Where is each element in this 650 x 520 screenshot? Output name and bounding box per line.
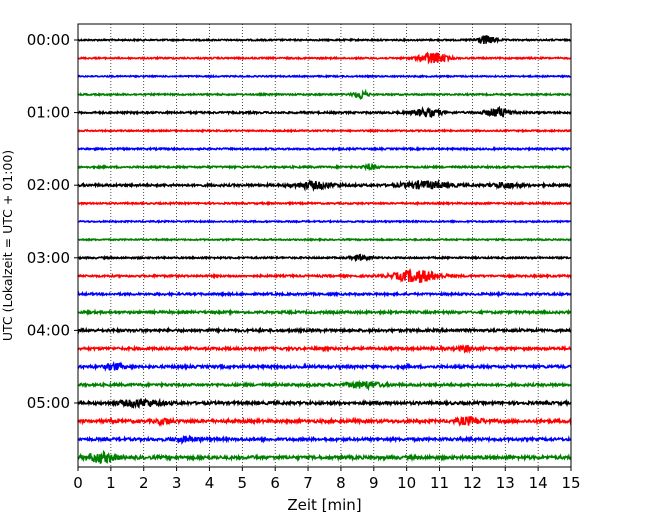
y-axis-label: UTC (Lokalzeit = UTC + 01:00) — [0, 150, 15, 341]
x-tick-label: 13 — [496, 474, 515, 492]
trace-line-0500 — [77, 397, 572, 410]
trace-line-0515 — [77, 415, 572, 428]
x-tick-label: 3 — [172, 474, 182, 492]
trace-line-0215 — [77, 200, 572, 207]
trace-line-0300 — [77, 253, 572, 262]
trace-line-0245 — [77, 237, 572, 243]
trace-line-0400 — [77, 326, 572, 335]
x-axis-ticks: 0 1 2 3 4 5 6 7 8 9 10 11 12 13 14 15 — [73, 467, 581, 492]
x-tick-label: 15 — [561, 474, 580, 492]
x-axis-label: Zeit [min] — [287, 496, 361, 514]
x-tick-label: 11 — [430, 474, 449, 492]
trace-line-0130 — [77, 145, 572, 152]
trace-line-0100 — [77, 105, 572, 118]
trace-line-0330 — [77, 290, 572, 298]
x-tick-label: 7 — [303, 474, 313, 492]
trace-line-0345 — [77, 308, 572, 317]
x-tick-label: 4 — [205, 474, 215, 492]
trace-line-0015 — [77, 51, 572, 65]
y-tick-label: 00:00 — [27, 31, 70, 49]
x-tick-label: 6 — [270, 474, 280, 492]
x-tick-label: 12 — [463, 474, 482, 492]
trace-line-0415 — [77, 344, 572, 354]
trace-line-0315 — [77, 268, 572, 283]
x-tick-label: 14 — [529, 474, 548, 492]
x-tick-label: 5 — [238, 474, 248, 492]
x-tick-label: 2 — [139, 474, 149, 492]
trace-line-0000 — [77, 35, 572, 45]
trace-line-0445 — [77, 379, 572, 392]
trace-group — [77, 35, 572, 465]
trace-line-0030 — [77, 73, 572, 79]
y-axis-ticks: 00:00 01:00 02:00 03:00 04:00 05:00 — [27, 31, 78, 412]
y-tick-label: 03:00 — [27, 249, 70, 267]
trace-line-0230 — [77, 218, 572, 224]
trace-line-0115 — [77, 128, 572, 134]
y-tick-label: 01:00 — [27, 104, 70, 122]
y-tick-label: 02:00 — [27, 176, 70, 194]
trace-line-0530 — [77, 434, 572, 446]
x-tick-label: 9 — [369, 474, 379, 492]
minute-grid — [110, 24, 539, 467]
trace-line-0200 — [77, 178, 572, 193]
plot-frame — [77, 23, 572, 468]
x-tick-label: 10 — [397, 474, 416, 492]
trace-line-0045 — [77, 88, 572, 101]
y-tick-label: 04:00 — [27, 321, 70, 339]
trace-line-0145 — [77, 162, 572, 172]
x-tick-label: 8 — [336, 474, 346, 492]
y-tick-label: 05:00 — [27, 394, 70, 412]
trace-line-0430 — [77, 360, 572, 372]
x-tick-label: 1 — [106, 474, 116, 492]
trace-line-0545 — [77, 450, 572, 465]
x-tick-label: 0 — [73, 474, 83, 492]
